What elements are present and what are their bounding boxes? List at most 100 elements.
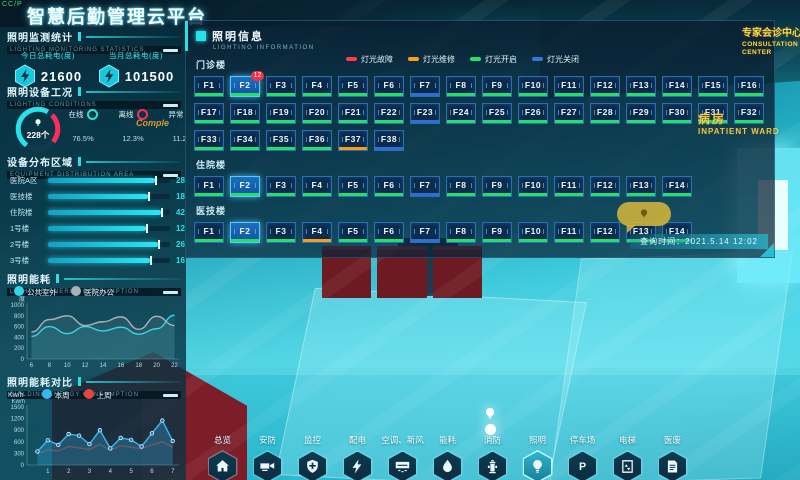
room-button-住院楼-F11[interactable]: F11 <box>554 176 584 197</box>
room-button-住院楼-F13[interactable]: F13 <box>626 176 656 197</box>
room-button-门诊楼-F7[interactable]: F7 <box>410 76 440 97</box>
room-button-住院楼-F1[interactable]: F1 <box>194 176 224 197</box>
nav-item-clipboard[interactable]: 医废 <box>650 434 695 480</box>
legend-dash-icon <box>470 57 481 61</box>
nav-item-bolt[interactable]: 配电 <box>335 434 380 480</box>
room-button-门诊楼-F2[interactable]: F2 12 <box>230 71 264 97</box>
room-button-门诊楼-F15[interactable]: F15 <box>698 76 728 97</box>
room-button-门诊楼-F13[interactable]: F13 <box>626 76 656 97</box>
room-button-门诊楼-F37[interactable]: F37 <box>338 130 368 151</box>
room-button-住院楼-F4[interactable]: F4 <box>302 176 332 197</box>
room-button-门诊楼-F26[interactable]: F26 <box>518 103 548 124</box>
legend-item[interactable]: 上周 <box>83 389 112 401</box>
room-button-门诊楼-F1[interactable]: F1 <box>194 76 224 97</box>
room-button-门诊楼-F23[interactable]: F23 <box>410 103 440 124</box>
room-label: F22 <box>380 107 398 117</box>
room-label: F33 <box>200 134 218 144</box>
room-button-医技楼-F1[interactable]: F1 <box>194 222 224 243</box>
room-button-门诊楼-F12[interactable]: F12 <box>590 76 620 97</box>
room-label: F9 <box>491 80 503 90</box>
room-button-门诊楼-F4[interactable]: F4 <box>302 76 332 97</box>
nav-item-camera[interactable]: 安防 <box>245 434 290 480</box>
room-button-门诊楼-F19[interactable]: F19 <box>266 103 296 124</box>
room-button-住院楼-F12[interactable]: F12 <box>590 176 620 197</box>
room-button-门诊楼-F28[interactable]: F28 <box>590 103 620 124</box>
room-button-门诊楼-F22[interactable]: F22 <box>374 103 404 124</box>
room-button-门诊楼-F27[interactable]: F27 <box>554 103 584 124</box>
room-button-门诊楼-F16[interactable]: F16 <box>734 76 764 97</box>
room-button-门诊楼-F14[interactable]: F14 <box>662 76 692 97</box>
room-label: F3 <box>275 80 287 90</box>
room-button-住院楼-F10[interactable]: F10 <box>518 176 548 197</box>
room-button-门诊楼-F38[interactable]: F38 <box>374 130 404 151</box>
room-button-门诊楼-F20[interactable]: F20 <box>302 103 332 124</box>
room-button-医技楼-F10[interactable]: F10 <box>518 222 548 243</box>
room-button-门诊楼-F17[interactable]: F17 <box>194 103 224 124</box>
condition-percent: 12.3% <box>122 134 144 143</box>
status-underline <box>195 239 223 242</box>
status-underline <box>555 93 583 96</box>
room-button-医技楼-F6[interactable]: F6 <box>374 222 404 243</box>
room-button-门诊楼-F33[interactable]: F33 <box>194 130 224 151</box>
room-button-医技楼-F9[interactable]: F9 <box>482 222 512 243</box>
room-button-住院楼-F14[interactable]: F14 <box>662 176 692 197</box>
room-button-门诊楼-F10[interactable]: F10 <box>518 76 548 97</box>
room-label: F21 <box>344 107 362 117</box>
status-ring-icon <box>136 109 148 120</box>
energy-stats: 今日总耗电(度) 21600 当月总耗电(度) 101500 <box>4 50 184 88</box>
nav-item-ac[interactable]: 空调、新风 <box>380 434 425 480</box>
lamp-tooltip-bubble[interactable] <box>617 202 671 233</box>
svg-text:8: 8 <box>48 363 52 369</box>
room-button-住院楼-F2[interactable]: F2 <box>230 176 260 197</box>
legend-item[interactable]: 本周 <box>41 389 70 401</box>
room-button-住院楼-F6[interactable]: F6 <box>374 176 404 197</box>
room-label: F5 <box>347 226 359 236</box>
room-button-门诊楼-F35[interactable]: F35 <box>266 130 296 151</box>
nav-item-elevator[interactable]: 电梯 <box>605 434 650 480</box>
room-button-住院楼-F5[interactable]: F5 <box>338 176 368 197</box>
room-label: F27 <box>560 107 578 117</box>
legend-item[interactable]: 医院办公 <box>71 286 114 298</box>
room-button-医技楼-F11[interactable]: F11 <box>554 222 584 243</box>
room-button-门诊楼-F21[interactable]: F21 <box>338 103 368 124</box>
nav-item-home[interactable]: 总览 <box>200 434 245 480</box>
room-button-住院楼-F3[interactable]: F3 <box>266 176 296 197</box>
legend-item[interactable]: 公共室外 <box>14 286 57 298</box>
room-button-门诊楼-F24[interactable]: F24 <box>446 103 476 124</box>
room-button-门诊楼-F32[interactable]: F32 <box>734 103 764 124</box>
room-button-医技楼-F3[interactable]: F3 <box>266 222 296 243</box>
room-button-医技楼-F4[interactable]: F4 <box>302 222 332 243</box>
status-underline <box>375 239 403 242</box>
room-button-门诊楼-F34[interactable]: F34 <box>230 130 260 151</box>
nav-item-bulb[interactable]: 照明 <box>515 434 560 480</box>
room-button-门诊楼-F11[interactable]: F11 <box>554 76 584 97</box>
room-button-住院楼-F7[interactable]: F7 <box>410 176 440 197</box>
room-button-门诊楼-F6[interactable]: F6 <box>374 76 404 97</box>
status-underline <box>483 93 511 96</box>
room-button-门诊楼-F9[interactable]: F9 <box>482 76 512 97</box>
room-button-医技楼-F5[interactable]: F5 <box>338 222 368 243</box>
room-button-门诊楼-F31[interactable]: F31 <box>698 103 728 124</box>
room-button-门诊楼-F25[interactable]: F25 <box>482 103 512 124</box>
bar-fill <box>48 241 158 247</box>
chip-decoration <box>163 393 178 397</box>
bar-fill <box>48 193 149 199</box>
room-button-住院楼-F8[interactable]: F8 <box>446 176 476 197</box>
room-button-医技楼-F2[interactable]: F2 <box>230 222 260 243</box>
room-button-门诊楼-F3[interactable]: F3 <box>266 76 296 97</box>
nav-item-hydrant[interactable]: 消防 <box>470 434 515 480</box>
room-button-门诊楼-F5[interactable]: F5 <box>338 76 368 97</box>
room-button-住院楼-F9[interactable]: F9 <box>482 176 512 197</box>
status-underline <box>591 239 619 242</box>
room-button-医技楼-F12[interactable]: F12 <box>590 222 620 243</box>
room-button-门诊楼-F30[interactable]: F30 <box>662 103 692 124</box>
room-button-医技楼-F8[interactable]: F8 <box>446 222 476 243</box>
room-button-门诊楼-F29[interactable]: F29 <box>626 103 656 124</box>
room-button-门诊楼-F8[interactable]: F8 <box>446 76 476 97</box>
room-button-门诊楼-F18[interactable]: F18 <box>230 103 260 124</box>
room-button-门诊楼-F36[interactable]: F36 <box>302 130 332 151</box>
nav-item-parking[interactable]: 停车场 P <box>560 434 605 480</box>
room-button-医技楼-F7[interactable]: F7 <box>410 222 440 243</box>
nav-item-shield[interactable]: 监控 <box>290 434 335 480</box>
nav-item-droplet[interactable]: 能耗 <box>425 434 470 480</box>
